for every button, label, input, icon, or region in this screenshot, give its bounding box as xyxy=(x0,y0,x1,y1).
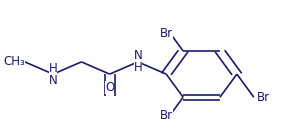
Text: Br: Br xyxy=(257,91,270,104)
Text: N
H: N H xyxy=(133,49,142,74)
Text: Br: Br xyxy=(160,27,173,40)
Text: H
N: H N xyxy=(49,62,58,87)
Text: O: O xyxy=(105,81,114,94)
Text: CH₃: CH₃ xyxy=(3,55,25,68)
Text: Br: Br xyxy=(160,109,173,122)
